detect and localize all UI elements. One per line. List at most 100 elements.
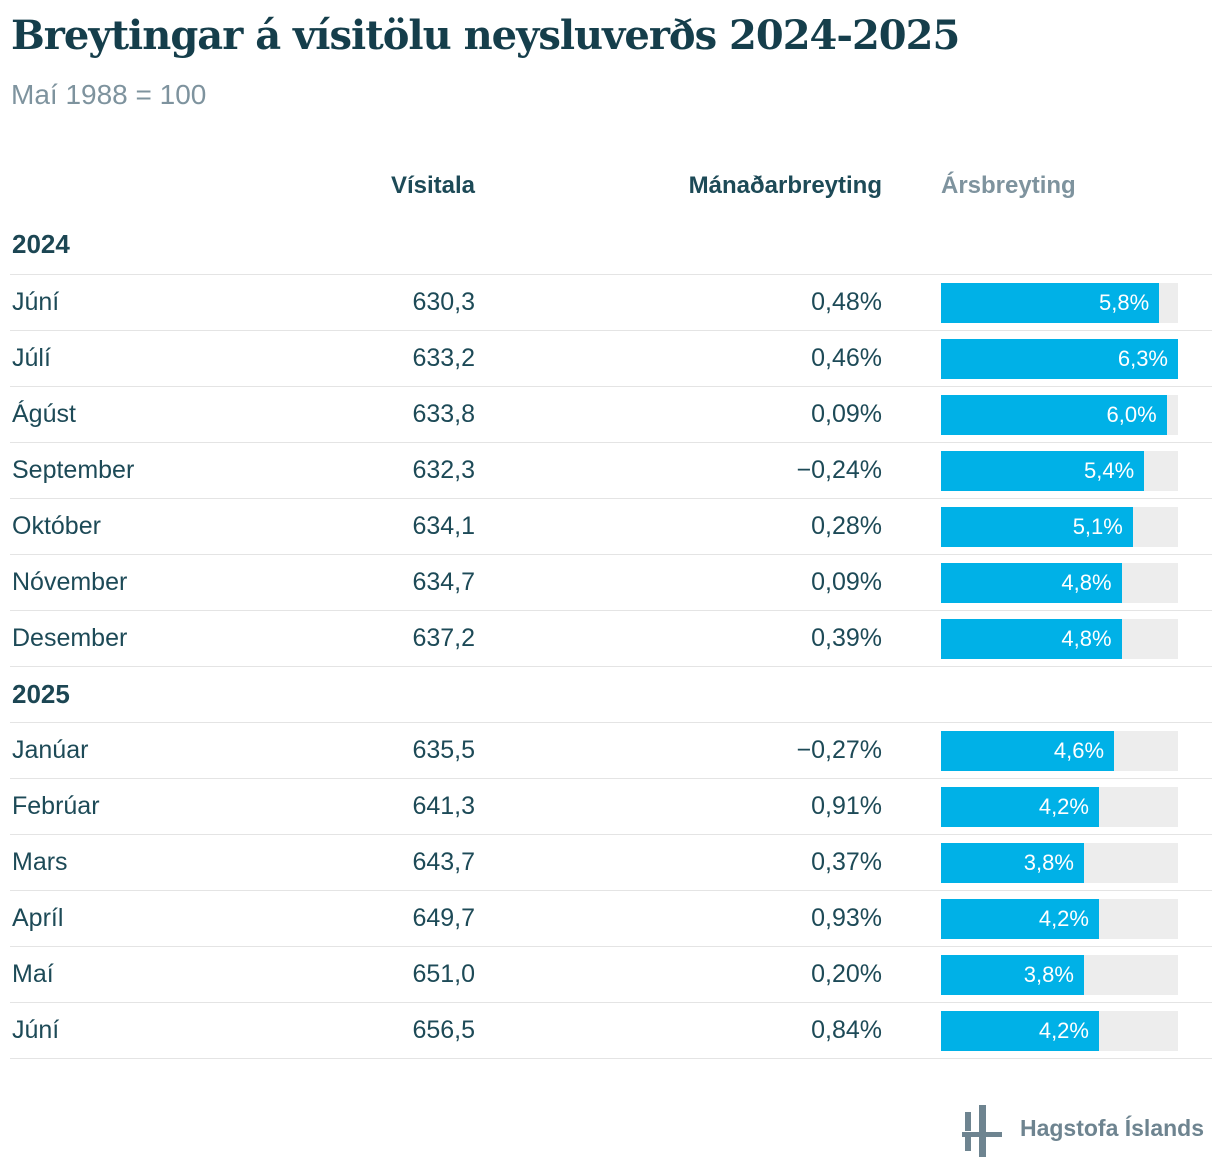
monthly-change-value: 0,37% [811, 848, 882, 876]
column-header-row: Vísitala Mánaðarbreyting Ársbreyting [10, 158, 1212, 214]
visitala-value: 656,5 [412, 1016, 475, 1044]
annual-change-bar-track: 4,2% [941, 1010, 1178, 1051]
annual-change-bar: 4,2% [941, 898, 1099, 939]
annual-change-bar-track: 3,8% [941, 954, 1178, 995]
footer: Hagstofa Íslands [0, 1099, 1204, 1157]
visitala-value: 634,1 [412, 512, 475, 540]
annual-change-label: 4,2% [1038, 793, 1089, 819]
month-label: Apríl [12, 904, 64, 932]
visitala-value: 634,7 [412, 568, 475, 596]
table-row: Júní 656,5 0,84% 4,2% [10, 1002, 1212, 1058]
table-row: Desember 637,2 0,39% 4,8% [10, 610, 1212, 666]
annual-change-bar-track: 4,8% [941, 562, 1178, 603]
page-title: Breytingar á vísitölu neysluverðs 2024-2… [11, 12, 960, 59]
annual-change-label: 3,8% [1023, 849, 1074, 875]
column-header-annual: Ársbreyting [941, 172, 1076, 199]
table-row: September 632,3 −0,24% 5,4% [10, 442, 1212, 498]
monthly-change-value: 0,20% [811, 960, 882, 988]
section-header-2025: 2025 [10, 666, 1212, 722]
visitala-value: 643,7 [412, 848, 475, 876]
monthly-change-value: 0,46% [811, 344, 882, 372]
annual-change-label: 4,6% [1053, 737, 1105, 763]
monthly-change-value: −0,24% [796, 456, 883, 484]
monthly-change-value: 0,48% [811, 288, 882, 316]
annual-change-label: 4,8% [1061, 625, 1112, 651]
annual-change-bar-track: 5,4% [941, 450, 1178, 491]
column-header-monthly: Mánaðarbreyting [688, 172, 882, 199]
visitala-value: 651,0 [412, 960, 475, 988]
hagstofa-islands-logo-icon [961, 1105, 1002, 1157]
table-row: Júní 630,3 0,48% 5,8% [10, 274, 1212, 330]
visitala-value: 630,3 [412, 288, 475, 316]
annual-change-label: 5,8% [1099, 289, 1150, 315]
month-label: Janúar [12, 736, 89, 764]
visitala-value: 635,5 [412, 736, 475, 764]
monthly-change-value: 0,91% [811, 792, 882, 820]
cpi-table: Vísitala Mánaðarbreyting Ársbreyting 202… [10, 158, 1212, 1059]
annual-change-bar: 5,8% [941, 282, 1160, 323]
annual-change-bar-track: 4,2% [941, 898, 1178, 939]
year-label: 2024 [12, 228, 70, 259]
annual-change-bar: 4,2% [941, 1010, 1099, 1051]
table-row: Nóvember 634,7 0,09% 4,8% [10, 554, 1212, 610]
annual-change-bar-track: 5,8% [941, 282, 1178, 323]
monthly-change-value: 0,84% [811, 1016, 882, 1044]
section-header-2024: 2024 [10, 214, 1212, 274]
annual-change-bar: 4,8% [941, 618, 1122, 659]
visitala-value: 633,8 [412, 400, 475, 428]
annual-change-label: 4,2% [1038, 1017, 1089, 1043]
annual-change-bar: 4,6% [941, 730, 1115, 771]
annual-change-label: 5,1% [1072, 513, 1123, 539]
visitala-value: 641,3 [412, 792, 475, 820]
table-row: Ágúst 633,8 0,09% 6,0% [10, 386, 1212, 442]
annual-change-bar-track: 6,3% [941, 338, 1178, 379]
annual-change-bar-track: 4,8% [941, 618, 1178, 659]
table-row: Júlí 633,2 0,46% 6,3% [10, 330, 1212, 386]
month-label: Júní [12, 1016, 60, 1044]
month-label: Nóvember [12, 568, 128, 596]
table-row: Apríl 649,7 0,93% 4,2% [10, 890, 1212, 946]
annual-change-bar: 5,1% [941, 506, 1133, 547]
table-row: Maí 651,0 0,20% 3,8% [10, 946, 1212, 1002]
visitala-value: 632,3 [412, 456, 475, 484]
monthly-change-value: 0,39% [811, 624, 882, 652]
annual-change-bar-track: 4,2% [941, 786, 1178, 827]
annual-change-bar: 6,3% [941, 338, 1178, 379]
annual-change-label: 6,3% [1117, 345, 1168, 371]
month-label: Ágúst [12, 400, 76, 428]
monthly-change-value: 0,28% [811, 512, 882, 540]
month-label: Júní [12, 288, 60, 316]
month-label: September [12, 456, 135, 484]
month-label: Febrúar [12, 792, 100, 820]
monthly-change-value: −0,27% [796, 736, 883, 764]
visitala-value: 637,2 [412, 624, 475, 652]
year-label: 2025 [12, 679, 70, 709]
visitala-value: 633,2 [412, 344, 475, 372]
month-label: Mars [12, 848, 68, 876]
annual-change-bar: 3,8% [941, 842, 1084, 883]
annual-change-label: 6,0% [1106, 401, 1157, 427]
page-subtitle: Maí 1988 = 100 [11, 79, 207, 110]
table-row: Febrúar 641,3 0,91% 4,2% [10, 778, 1212, 834]
org-name: Hagstofa Íslands [1019, 1114, 1204, 1141]
table-row: Október 634,1 0,28% 5,1% [10, 498, 1212, 554]
month-label: Maí [12, 960, 54, 988]
annual-change-bar-track: 5,1% [941, 506, 1178, 547]
month-label: Desember [12, 624, 128, 652]
annual-change-bar: 3,8% [941, 954, 1084, 995]
annual-change-bar: 5,4% [941, 450, 1145, 491]
annual-change-label: 5,4% [1083, 457, 1135, 483]
table-row: Mars 643,7 0,37% 3,8% [10, 834, 1212, 890]
table-row: Janúar 635,5 −0,27% 4,6% [10, 722, 1212, 778]
month-label: Október [12, 512, 101, 540]
annual-change-bar: 4,8% [941, 562, 1122, 603]
annual-change-bar: 6,0% [941, 394, 1167, 435]
month-label: Júlí [12, 344, 51, 372]
annual-change-label: 3,8% [1023, 961, 1074, 987]
annual-change-bar: 4,2% [941, 786, 1099, 827]
column-header-visitala: Vísitala [390, 172, 475, 199]
visitala-value: 649,7 [412, 904, 475, 932]
monthly-change-value: 0,09% [811, 568, 882, 596]
annual-change-bar-track: 3,8% [941, 842, 1178, 883]
